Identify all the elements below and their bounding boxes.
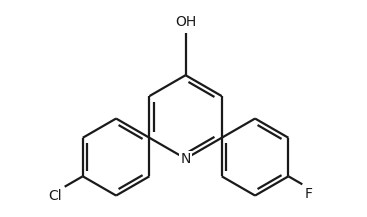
Text: N: N [181,153,191,166]
Text: F: F [305,187,313,201]
Text: OH: OH [175,15,196,30]
Text: Cl: Cl [48,189,62,203]
